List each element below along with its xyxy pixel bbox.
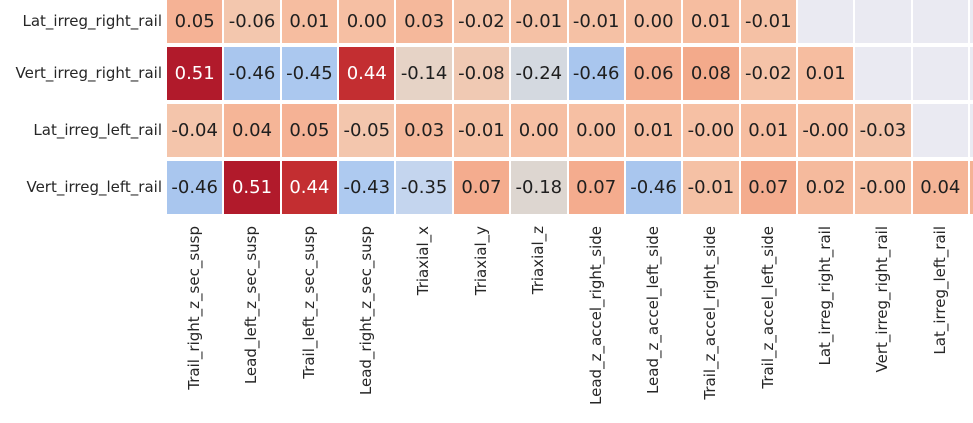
heatmap-cell: 0.01: [797, 47, 854, 100]
heatmap-cell: -0.46: [167, 161, 223, 214]
heatmap-cell: 0.00: [339, 0, 395, 43]
heatmap-cell: -0.01: [453, 104, 510, 157]
heatmap-cell: -0.05: [339, 104, 395, 157]
heatmap-cell: -0.46: [224, 47, 280, 100]
row-label: Lat_irreg_right_rail: [22, 12, 162, 30]
heatmap-cell: -0.18: [511, 161, 567, 214]
heatmap-cell: -0.24: [511, 47, 567, 100]
row-label: Vert_irreg_right_rail: [15, 64, 162, 82]
column-label: Lat_irreg_left_rail: [930, 226, 949, 355]
masked-cell: [912, 47, 968, 100]
column-label: Lead_left_z_sec_susp: [242, 226, 261, 385]
heatmap-cell: 0.03: [396, 0, 452, 43]
heatmap-cell: -0.01: [740, 0, 796, 43]
column-label: Triaxial_z: [529, 226, 548, 295]
heatmap-cell: -0.45: [281, 47, 338, 100]
heatmap-cell: 0.01: [625, 104, 682, 157]
clipped-cell: [970, 161, 973, 214]
heatmap-cell: 0.07: [740, 161, 796, 214]
heatmap-cell: -0.46: [568, 47, 624, 100]
heatmap-cell: -0.35: [396, 161, 452, 214]
column-label: Trail_z_accel_left_side: [758, 226, 777, 389]
column-label: Trail_left_z_sec_susp: [299, 226, 318, 379]
heatmap-cell: 0.51: [167, 47, 223, 100]
heatmap-cell: 0.51: [224, 161, 280, 214]
column-label: Trail_z_accel_right_side: [701, 226, 720, 400]
column-label: Lat_irreg_right_rail: [815, 226, 834, 366]
heatmap-cell: -0.04: [167, 104, 223, 157]
heatmap-cell: -0.14: [396, 47, 452, 100]
clipped-right-column: [970, 0, 973, 214]
heatmap-cell: 0.04: [224, 104, 280, 157]
heatmap-cell: -0.00: [855, 161, 911, 214]
heatmap-cell: 0.03: [396, 104, 452, 157]
heatmap-cell: 0.01: [683, 0, 739, 43]
heatmap-cell: 0.04: [912, 161, 968, 214]
heatmap-cell: 0.00: [568, 104, 624, 157]
heatmap-cell: -0.00: [683, 104, 739, 157]
heatmap-cell: -0.02: [453, 0, 510, 43]
heatmap-cell: -0.06: [224, 0, 280, 43]
row-labels: Lat_irreg_right_rail Vert_irreg_right_rai…: [0, 0, 162, 214]
clipped-cell: [970, 0, 973, 43]
heatmap-grid: 0.05 -0.06 0.01 0.00 0.03 -0.02 -0.01 -0.01 0.00…: [167, 0, 968, 214]
column-label: Lead_z_accel_left_side: [643, 226, 662, 395]
heatmap-cell: -0.00: [797, 104, 854, 157]
row-label: Lat_irreg_left_rail: [33, 121, 162, 139]
heatmap-cell: -0.08: [453, 47, 510, 100]
heatmap-cell: 0.44: [339, 47, 395, 100]
row-label: Vert_irreg_left_rail: [26, 178, 162, 196]
column-labels: Trail_right_z_sec_susp Lead_left_z_sec_su…: [167, 226, 968, 423]
heatmap-cell: -0.46: [625, 161, 682, 214]
clipped-cell: [970, 47, 973, 100]
masked-cell: [797, 0, 854, 43]
heatmap-cell: 0.02: [797, 161, 854, 214]
heatmap-cell: 0.44: [281, 161, 338, 214]
heatmap-cell: 0.07: [568, 161, 624, 214]
column-label: Triaxial_x: [414, 226, 433, 296]
heatmap-cell: 0.01: [281, 0, 338, 43]
heatmap-cell: 0.00: [625, 0, 682, 43]
heatmap-cell: 0.05: [167, 0, 223, 43]
masked-cell: [912, 0, 968, 43]
column-label: Triaxial_y: [471, 226, 490, 296]
heatmap-cell: 0.06: [625, 47, 682, 100]
masked-cell: [855, 47, 911, 100]
heatmap-cell: -0.03: [855, 104, 911, 157]
clipped-cell: [970, 104, 973, 157]
column-label: Trail_right_z_sec_susp: [185, 226, 204, 390]
heatmap-cell: -0.02: [740, 47, 796, 100]
heatmap-cell: 0.08: [683, 47, 739, 100]
heatmap-cell: 0.01: [740, 104, 796, 157]
heatmap-cell: -0.01: [511, 0, 567, 43]
column-label: Lead_right_z_sec_susp: [357, 226, 376, 396]
heatmap-cell: -0.43: [339, 161, 395, 214]
heatmap-cell: 0.07: [453, 161, 510, 214]
heatmap-cell: -0.01: [683, 161, 739, 214]
column-label: Lead_z_accel_right_side: [586, 226, 605, 405]
masked-cell: [912, 104, 968, 157]
heatmap-cell: -0.01: [568, 0, 624, 43]
masked-cell: [855, 0, 911, 43]
column-label: Vert_irreg_right_rail: [873, 226, 892, 373]
heatmap-cell: 0.05: [281, 104, 338, 157]
heatmap-cell: 0.00: [511, 104, 567, 157]
